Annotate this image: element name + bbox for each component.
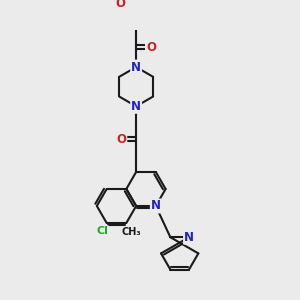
Text: N: N (184, 231, 194, 244)
Text: CH₃: CH₃ (122, 227, 141, 237)
Text: Cl: Cl (96, 226, 108, 236)
Text: O: O (116, 0, 126, 10)
Text: N: N (151, 200, 161, 212)
Text: O: O (146, 41, 156, 54)
Text: N: N (131, 100, 141, 113)
Text: N: N (131, 61, 141, 74)
Text: O: O (116, 133, 126, 146)
